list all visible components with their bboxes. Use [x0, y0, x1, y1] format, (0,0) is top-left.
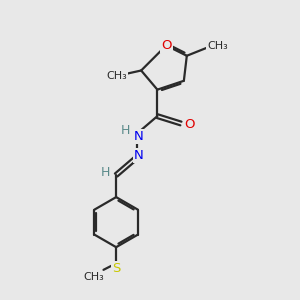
Text: N: N	[133, 130, 143, 143]
Text: N: N	[134, 149, 144, 162]
Text: H: H	[100, 166, 110, 178]
Text: S: S	[112, 262, 120, 275]
Text: CH₃: CH₃	[83, 272, 104, 283]
Text: O: O	[161, 39, 171, 52]
Text: O: O	[184, 118, 195, 131]
Text: CH₃: CH₃	[207, 41, 228, 51]
Text: H: H	[121, 124, 130, 137]
Text: CH₃: CH₃	[106, 71, 128, 81]
